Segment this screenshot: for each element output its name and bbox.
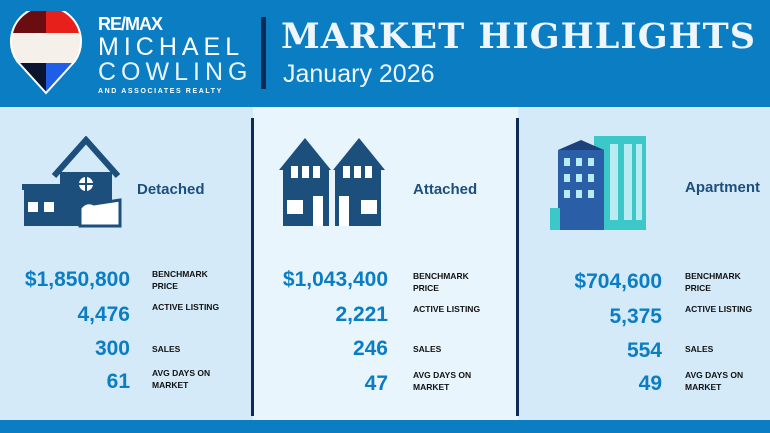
property-type-label: Detached — [137, 181, 205, 198]
page-subtitle: January 2026 — [283, 60, 435, 88]
sales-label: SALES — [413, 344, 442, 354]
sales-value: 300 — [94, 337, 130, 360]
sales-value: 554 — [626, 339, 662, 362]
footer-bar — [0, 420, 770, 433]
panel-detached — [0, 107, 253, 420]
benchmark-price-label: BENCHMARK PRICE — [685, 271, 741, 293]
active-listing-value: 5,375 — [609, 305, 662, 328]
brand-line2: COWLING — [98, 58, 253, 86]
townhouse-icon — [279, 138, 385, 226]
sales-label: SALES — [685, 344, 714, 354]
house-icon — [22, 136, 122, 228]
benchmark-price-label: BENCHMARK PRICE — [152, 269, 208, 291]
page-title: MARKET HIGHLIGHTS — [281, 16, 756, 57]
active-listing-label: ACTIVE LISTING — [413, 304, 481, 314]
property-type-label: Apartment — [685, 179, 761, 196]
benchmark-price-value: $1,043,400 — [282, 268, 388, 291]
avg-days-label: AVG DAYS ON MARKET — [413, 370, 472, 392]
sales-label: SALES — [152, 344, 181, 354]
divider — [251, 118, 254, 416]
brand-line1: MICHAEL — [98, 33, 245, 61]
brand-wordmark: RE/MAX MICHAEL COWLING AND ASSOCIATES RE… — [98, 14, 252, 95]
divider — [516, 118, 519, 416]
property-type-label: Attached — [413, 181, 478, 198]
active-listing-value: 2,221 — [335, 303, 388, 326]
active-listing-label: ACTIVE LISTING — [685, 304, 753, 314]
header-divider — [261, 17, 266, 89]
remax-text: RE/MAX — [98, 14, 163, 34]
apartment-building-icon — [550, 136, 646, 230]
avg-days-value: 61 — [106, 370, 130, 393]
benchmark-price-label: BENCHMARK PRICE — [413, 271, 469, 293]
brand-line3: AND ASSOCIATES REALTY — [98, 88, 223, 95]
avg-days-value: 47 — [364, 372, 388, 395]
sales-value: 246 — [352, 337, 388, 360]
active-listing-label: ACTIVE LISTING — [152, 302, 220, 312]
remax-balloon-logo — [10, 11, 82, 95]
benchmark-price-value: $1,850,800 — [24, 268, 130, 291]
active-listing-value: 4,476 — [77, 303, 130, 326]
avg-days-label: AVG DAYS ON MARKET — [685, 370, 744, 392]
header: RE/MAX MICHAEL COWLING AND ASSOCIATES RE… — [0, 0, 770, 107]
avg-days-label: AVG DAYS ON MARKET — [152, 368, 211, 390]
benchmark-price-value: $704,600 — [574, 270, 662, 293]
avg-days-value: 49 — [638, 372, 662, 395]
